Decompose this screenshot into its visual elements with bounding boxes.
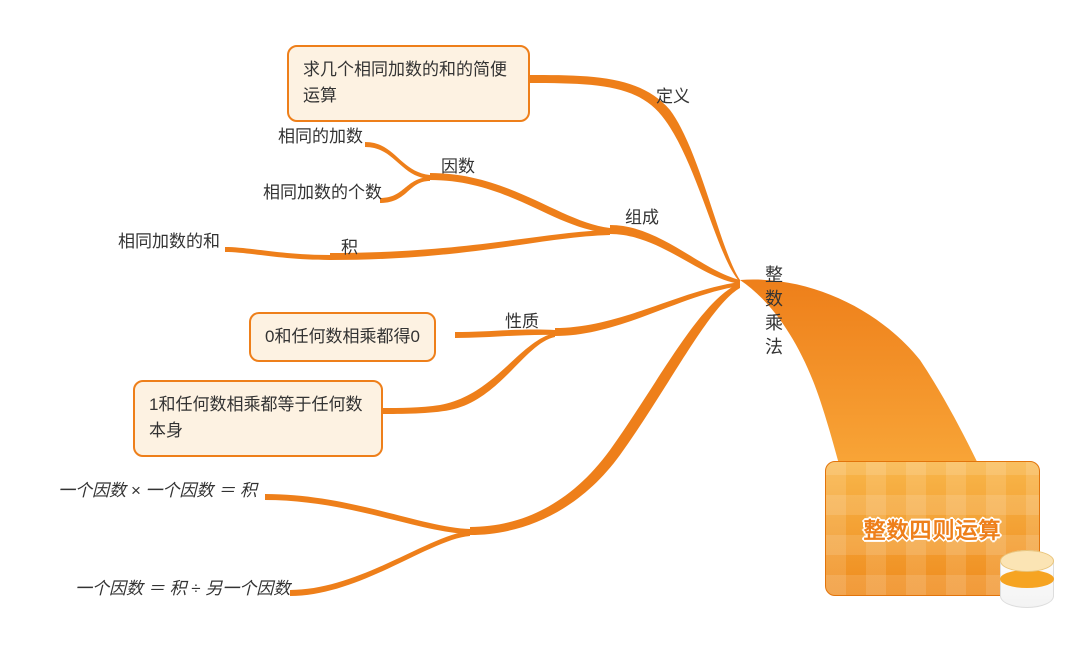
leaf-factor-1: 相同加数的个数	[263, 178, 382, 203]
node-definition: 求几个相同加数的和的简便运算	[287, 45, 530, 122]
branch-label-definition: 定义	[656, 82, 690, 107]
center-label: 整数乘法	[760, 265, 786, 361]
branch-label-product: 积	[341, 233, 358, 258]
branch-label-properties: 性质	[505, 307, 539, 332]
leaf-factor-0: 相同的加数	[278, 122, 363, 147]
leaf-product: 相同加数的和	[118, 227, 220, 252]
node-property-0: 0和任何数相乘都得0	[249, 312, 436, 362]
leaf-formula-1: 一个因数 ＝ 积 ÷ 另一个因数	[75, 574, 290, 599]
node-property-1: 1和任何数相乘都等于任何数本身	[133, 380, 383, 457]
root-title: 整数四则运算	[863, 513, 1001, 545]
branch-label-composition: 组成	[625, 203, 659, 228]
branch-label-factor: 因数	[441, 152, 475, 177]
root-cylinder	[1000, 550, 1054, 608]
leaf-formula-0: 一个因数 × 一个因数 ＝ 积	[58, 476, 257, 501]
